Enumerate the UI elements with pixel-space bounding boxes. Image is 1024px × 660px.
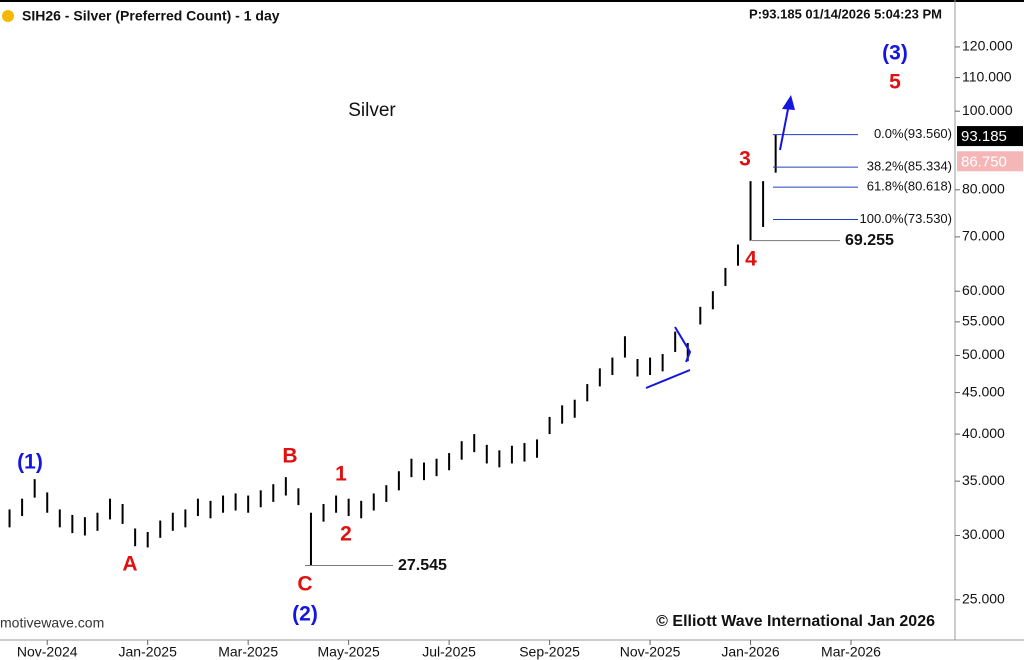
- x-tick-label: Jan-2025: [119, 644, 178, 660]
- fib-label: 61.8%(80.618): [867, 179, 952, 194]
- x-tick-label: May-2025: [318, 644, 380, 660]
- level-label: 27.545: [398, 557, 447, 574]
- status-text: P:93.185 01/14/2026 5:04:23 PM: [749, 6, 942, 21]
- copyright: © Elliott Wave International Jan 2026: [656, 613, 935, 630]
- source: motivewave.com: [0, 615, 104, 631]
- wave-label: C: [297, 573, 312, 596]
- wave-label: 2: [340, 523, 352, 546]
- fib-label: 38.2%(85.334): [867, 159, 952, 174]
- x-tick-label: Mar-2025: [218, 644, 278, 660]
- y-tick-label: 55.000: [962, 313, 1005, 329]
- x-tick-label: Jul-2025: [422, 644, 476, 660]
- fib-label: 0.0%(93.560): [874, 126, 952, 141]
- price-tag: [957, 151, 1023, 172]
- y-tick-label: 35.000: [962, 472, 1005, 488]
- level-label: 69.255: [845, 232, 894, 249]
- projection-arrow: [779, 103, 790, 151]
- y-tick-label: 110.000: [962, 68, 1012, 84]
- subtitle: Silver: [348, 100, 396, 121]
- wave-label: (3): [882, 42, 908, 65]
- wave-label: B: [282, 445, 297, 468]
- x-tick-label: Nov-2025: [620, 644, 681, 660]
- y-tick-label: 40.000: [962, 425, 1005, 441]
- triangle-line: [645, 369, 691, 389]
- price-tag: [957, 126, 1023, 147]
- y-tick-label: 30.000: [962, 526, 1005, 542]
- y-tick-label: 50.000: [962, 346, 1005, 362]
- y-tick-label: 120.000: [962, 38, 1013, 54]
- x-tick-label: Jan-2026: [721, 644, 780, 660]
- wave-label: 4: [745, 248, 757, 271]
- chart-title: SIH26 - Silver (Preferred Count) - 1 day: [22, 8, 280, 24]
- status-dot: [2, 10, 14, 22]
- y-tick-label: 80.000: [962, 181, 1005, 197]
- fib-label: 100.0%(73.530): [859, 211, 952, 226]
- wave-label: (1): [17, 451, 43, 474]
- y-tick-label: 100.000: [962, 102, 1013, 118]
- projection-arrowhead: [782, 95, 795, 110]
- y-tick-label: 60.000: [962, 282, 1005, 298]
- y-tick-label: 25.000: [962, 590, 1005, 606]
- x-tick-label: Nov-2024: [17, 644, 78, 660]
- price-tag-label: 86.750: [961, 153, 1007, 170]
- y-tick-label: 70.000: [962, 228, 1005, 244]
- wave-label: (2): [292, 603, 318, 626]
- triangle-line: [674, 326, 692, 363]
- wave-label: 1: [335, 463, 347, 486]
- wave-label: A: [122, 553, 137, 576]
- wave-label: 5: [889, 71, 901, 94]
- x-tick-label: Mar-2026: [821, 644, 881, 660]
- y-tick-label: 45.000: [962, 383, 1005, 399]
- x-tick-label: Sep-2025: [519, 644, 580, 660]
- price-tag-label: 93.185: [961, 128, 1007, 145]
- wave-label: 3: [739, 148, 751, 171]
